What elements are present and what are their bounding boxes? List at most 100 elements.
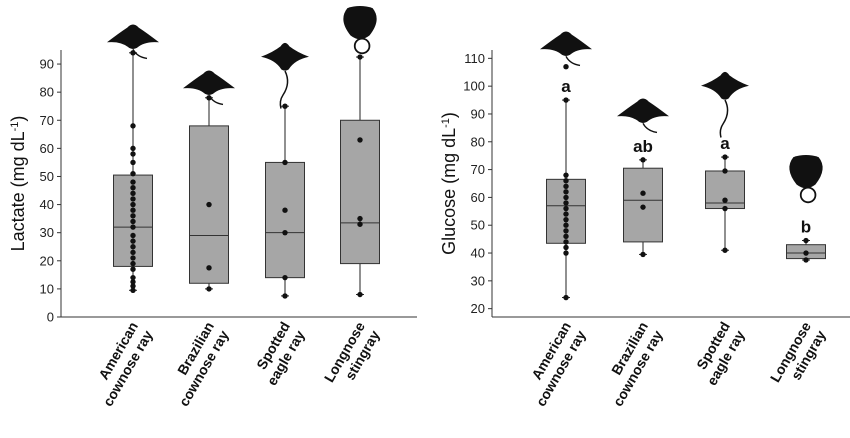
y-tick-label: 80 — [471, 134, 485, 149]
data-point — [722, 247, 728, 253]
y-tick-label: 110 — [464, 51, 485, 66]
significance-letter: a — [720, 134, 730, 153]
data-point — [722, 168, 728, 174]
lactate-panel: 0 10 20 30 40 50 60 70 80 90 Lactate (mg dL-1) Amer… — [8, 6, 417, 409]
ray-tail — [208, 94, 224, 106]
box-group — [340, 56, 380, 296]
data-point — [563, 222, 569, 228]
cownose-ray-icon — [617, 98, 669, 134]
y-axis-title-main: Lactate (mg dL — [8, 131, 28, 251]
y-tick-label: 50 — [40, 169, 54, 184]
ray-body — [261, 42, 309, 71]
data-point — [130, 207, 136, 213]
ray-body — [183, 70, 235, 95]
ray-body — [617, 98, 669, 123]
data-point — [282, 103, 288, 109]
data-point — [563, 194, 569, 201]
significance-letter: a — [561, 77, 571, 96]
box-group — [265, 105, 305, 297]
data-point — [563, 239, 569, 245]
y-tick-label: 70 — [471, 162, 485, 177]
y-axis-title-main: Glucose (mg dL — [439, 128, 459, 255]
data-point — [357, 215, 363, 222]
y-axis-title: Lactate (mg dL-1) — [8, 116, 28, 252]
data-point — [130, 232, 136, 239]
data-point — [563, 233, 569, 240]
y-tick-label: 100 — [463, 79, 485, 94]
data-point — [563, 294, 569, 301]
data-point — [130, 249, 136, 256]
iqr-box — [340, 119, 380, 265]
eagle-ray-icon — [261, 42, 309, 109]
data-point — [130, 274, 136, 281]
data-point — [282, 274, 288, 281]
data-point — [282, 293, 288, 299]
data-point — [130, 260, 136, 267]
data-point — [563, 178, 569, 184]
data-point — [130, 224, 136, 230]
data-point — [563, 205, 569, 212]
data-point — [357, 137, 363, 143]
ray-tail — [565, 55, 581, 67]
y-tick-label: 20 — [471, 301, 485, 316]
y-axis-title-superscript: -1 — [440, 118, 452, 128]
ray-body — [540, 31, 592, 56]
data-point — [563, 97, 569, 103]
data-point — [357, 291, 363, 298]
data-point — [563, 172, 569, 178]
ray-tail — [719, 99, 729, 138]
data-point — [130, 279, 136, 285]
data-point — [130, 201, 136, 208]
data-point — [563, 189, 569, 195]
cownose-ray-icon — [183, 70, 235, 106]
data-point — [282, 207, 288, 213]
y-tick-label: 20 — [40, 253, 54, 268]
data-point — [130, 123, 136, 129]
data-point — [130, 179, 136, 185]
data-point — [803, 237, 809, 244]
y-tick-label: 70 — [40, 113, 54, 128]
y-axis-title: Glucose (mg dL-1) — [439, 112, 459, 255]
y-tick-label: 50 — [471, 218, 485, 233]
y-tick-label: 40 — [40, 197, 54, 212]
data-point — [357, 54, 363, 60]
data-point — [563, 228, 569, 234]
significance-letter: b — [801, 218, 811, 237]
iqr-box — [705, 170, 745, 210]
data-point — [130, 190, 136, 197]
data-point — [130, 151, 136, 157]
data-point — [357, 221, 363, 227]
data-point — [130, 287, 136, 293]
y-axis-title-superscript: -1 — [9, 122, 21, 132]
data-point — [282, 229, 288, 236]
box-group — [786, 240, 826, 261]
data-point — [563, 216, 569, 223]
y-tick-label: 60 — [40, 141, 54, 156]
stingray-body — [789, 155, 823, 189]
stingray-body — [343, 6, 377, 40]
significance-letter: ab — [633, 137, 653, 156]
data-point — [640, 190, 646, 196]
data-point — [722, 205, 728, 212]
y-axis-title-close: ) — [439, 112, 459, 118]
cownose-ray-icon — [540, 31, 592, 67]
ray-tail — [279, 70, 289, 109]
data-point — [640, 204, 646, 210]
box-group — [705, 156, 745, 251]
y-tick-label: 80 — [40, 85, 54, 100]
data-point — [563, 250, 569, 256]
data-point — [640, 157, 646, 163]
y-tick-label: 10 — [40, 281, 54, 296]
stingray-tail-loop — [799, 186, 817, 204]
data-point — [130, 159, 136, 166]
eagle-ray-icon — [701, 71, 749, 138]
y-tick-label: 90 — [471, 106, 485, 121]
iqr-box — [265, 161, 305, 279]
y-axis-title-close: ) — [8, 116, 28, 122]
